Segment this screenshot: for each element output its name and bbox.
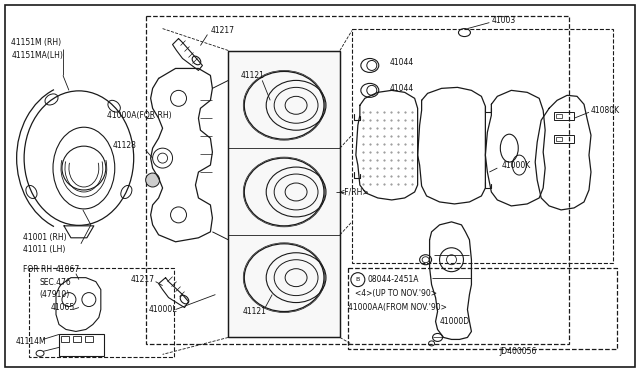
Text: 41217: 41217 (131, 275, 155, 284)
Bar (29, 268, 173, 357)
Text: 08044-2451A: 08044-2451A (368, 275, 419, 284)
Text: SEC.476: SEC.476 (39, 278, 71, 287)
Text: B: B (356, 277, 360, 282)
Text: 41044: 41044 (390, 58, 414, 67)
Text: <F/RH>: <F/RH> (338, 187, 369, 196)
Text: 41151M (RH): 41151M (RH) (11, 38, 61, 47)
Bar (556, 137, 562, 141)
Text: 41000AA(FROM NOV.'90>: 41000AA(FROM NOV.'90> (348, 303, 447, 312)
Text: 41001 (RH): 41001 (RH) (23, 233, 67, 242)
Circle shape (146, 173, 159, 187)
Bar (61, 336, 69, 342)
Text: 41011 (LH): 41011 (LH) (23, 245, 65, 254)
Bar (554, 112, 574, 120)
Text: 41114M: 41114M (15, 337, 46, 346)
Text: 41065: 41065 (51, 303, 76, 312)
Text: 41000L: 41000L (148, 305, 177, 314)
Bar (352, 29, 613, 263)
Text: JD400056: JD400056 (499, 347, 537, 356)
Text: 41217: 41217 (211, 26, 234, 35)
Bar (59, 334, 104, 356)
Text: 41121: 41121 (243, 307, 266, 316)
Text: (47910): (47910) (39, 290, 69, 299)
Text: <4>(UP TO NOV.'90>: <4>(UP TO NOV.'90> (355, 289, 437, 298)
Text: 41003: 41003 (492, 16, 516, 25)
Text: 41000D: 41000D (440, 317, 470, 326)
Bar (554, 135, 574, 143)
Text: 41121: 41121 (240, 71, 264, 80)
Bar (146, 16, 569, 344)
Text: 41000A(FOR RH): 41000A(FOR RH) (107, 111, 172, 120)
Bar (556, 114, 562, 118)
Text: 41128: 41128 (113, 141, 137, 150)
Text: 41080K: 41080K (591, 106, 620, 115)
Text: 41000K: 41000K (501, 161, 531, 170)
Bar (85, 336, 93, 342)
Bar (348, 268, 617, 349)
Text: 41151MA(LH): 41151MA(LH) (11, 51, 63, 60)
Text: 41044: 41044 (390, 84, 414, 93)
Text: FOR RH: FOR RH (23, 265, 52, 274)
Bar (228, 51, 340, 337)
Text: 41067: 41067 (56, 265, 80, 274)
Bar (228, 51, 340, 337)
Bar (73, 336, 81, 342)
